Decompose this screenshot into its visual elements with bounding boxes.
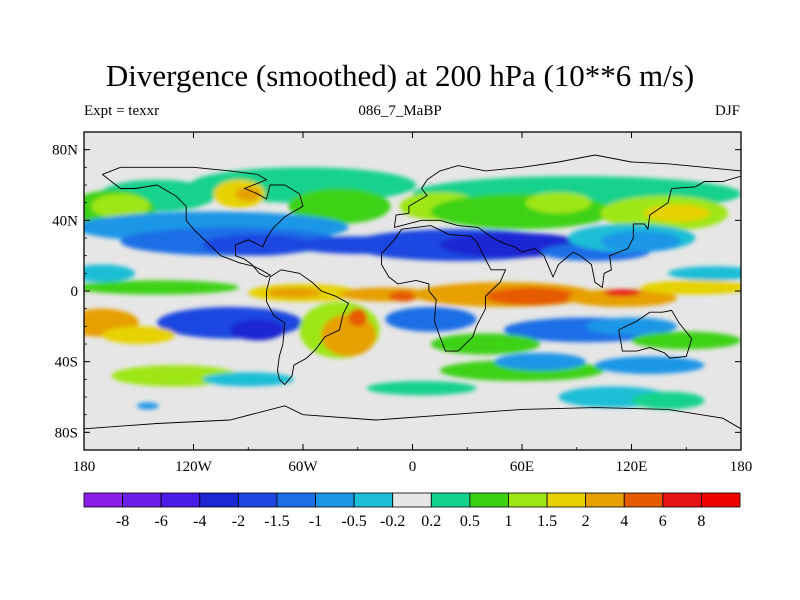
coastline [393,154,741,228]
colorbar-label: -1.5 [264,513,289,530]
field-contour [388,291,418,302]
field-contour [288,188,391,224]
field-contour [202,372,294,387]
colorbar-label: -4 [193,513,206,530]
x-tick-label: 180 [73,459,96,475]
coastline [102,166,304,278]
field-contour [485,287,577,306]
x-tick-label: 120E [616,459,648,475]
field-contour [91,193,150,219]
field-contour [525,192,592,214]
colorbar-swatch [392,492,432,508]
colorbar-swatch [430,492,471,508]
colorbar-label: -0.5 [341,513,366,530]
colorbar-swatch [469,492,509,508]
field-contour [84,264,136,283]
colorbar-label: 0.2 [421,513,441,530]
axes: 80N 40N 0 40S 80S 180 120W 60W 0 60E 120E 180 [52,132,752,475]
colorbar-swatch [199,492,239,508]
x-tick-label: 120W [175,459,213,475]
coastlines [84,154,741,430]
field-contour [348,308,367,327]
chart-title: Divergence (smoothed) at 200 hPa (10**6 … [105,58,695,93]
colorbar-label: 4 [620,513,628,530]
colorbar-label: -1 [309,513,322,530]
y-tick-label: 80N [52,143,78,159]
colorbar-swatch [662,492,702,508]
field-contour [230,319,285,341]
field-contour [631,391,705,410]
field-contour [640,280,741,295]
x-tick-label: 180 [730,459,753,475]
colorbar-label: -0.2 [380,513,405,530]
experiment-label: Expt = texxr [84,103,160,119]
colorbar-swatch [623,492,664,508]
colorbar-label: 2 [582,513,590,530]
x-tick-label: 60W [288,459,318,475]
field-contour [631,331,741,350]
field-contour [668,266,741,281]
y-tick-label: 40N [52,213,78,229]
x-tick-label: 0 [409,459,417,475]
field-contour [600,230,681,253]
y-tick-label: 0 [71,284,79,300]
field-contour [595,356,705,375]
colorbar-label: 1.5 [537,513,557,530]
colorbar-swatch [701,492,741,508]
coastline [394,175,741,289]
field-contour [385,306,477,332]
field-contour [136,402,159,410]
colorbar-swatch [353,492,394,508]
field-contour [494,352,586,371]
x-tick-label: 60E [510,459,534,475]
coastline [381,225,507,352]
colorbar-label: -8 [116,513,129,530]
divergence-field [84,132,741,450]
y-tick-label: 40S [55,355,78,371]
field-contour [604,289,641,297]
colorbar-swatch [585,492,625,508]
field-contour [430,333,541,355]
colorbar-label: 6 [659,513,667,530]
colorbar-swatch [276,492,316,508]
colorbar-swatch [315,492,355,508]
colorbar-swatch [237,492,278,508]
field-contour [84,280,240,295]
colorbar-label: -2 [232,513,245,530]
field-contour [567,289,678,307]
field-contour [366,381,477,396]
field-contour [585,317,678,336]
colorbar-label: 0.5 [460,513,480,530]
coastline [266,269,350,386]
case-label: 086_7_MaBP [358,103,442,119]
field-contour [202,234,313,256]
colorbar-label: 1 [505,513,513,530]
field-contour [266,287,322,299]
field-contour [235,186,262,201]
colorbar-swatch [83,492,123,508]
colorbar-swatch [508,492,548,508]
colorbar-label: 8 [697,513,705,530]
coastline [618,309,693,359]
colorbar-label: -6 [155,513,168,530]
season-label: DJF [714,103,740,119]
field-contour [644,204,710,223]
colorbar-swatch [122,492,162,508]
y-tick-label: 80S [55,425,78,441]
colorbar-swatch [160,492,201,508]
colorbar-swatch [546,492,587,508]
field-contour [102,326,176,344]
coastline [84,405,741,430]
colorbar: -8 -6 -4 -2 -1.5 -1 -0.5 -0.2 0.2 0.5 1 1.5 2 4 6 8 [83,492,741,530]
